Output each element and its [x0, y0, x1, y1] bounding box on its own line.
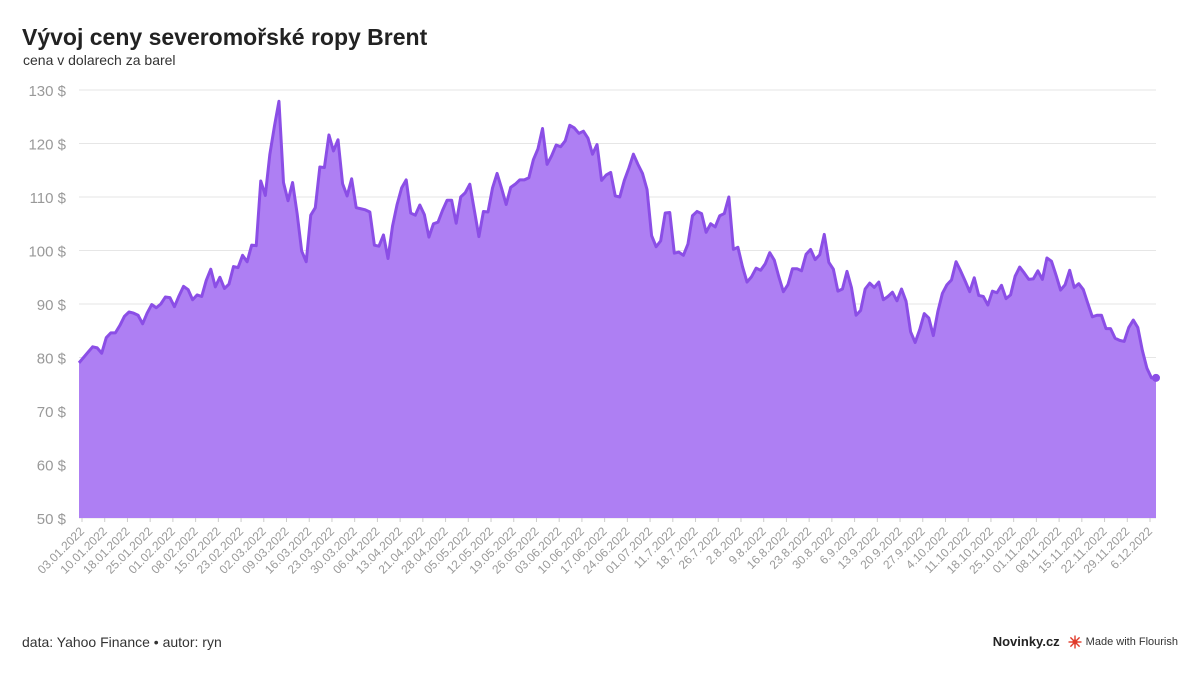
brand-name[interactable]: Novinky.cz: [992, 634, 1060, 649]
flourish-badge[interactable]: Made with Flourish: [1068, 635, 1178, 649]
y-tick-label: 90 $: [37, 297, 67, 314]
footer-source: data: Yahoo Finance • autor: ryn: [22, 634, 222, 650]
flourish-logo-icon: [1068, 635, 1082, 648]
y-tick-label: 100 $: [28, 244, 66, 261]
made-with-label: Made with Flourish: [1085, 635, 1178, 648]
y-axis-labels: 50 $ 60 $ 70 $ 80 $ 90 $ 100 $ 110 $ 120 $ 130 $: [28, 83, 66, 528]
y-tick-label: 130 $: [28, 83, 66, 100]
y-tick-label: 70 $: [37, 404, 67, 421]
y-tick-label: 110 $: [30, 190, 67, 207]
area-chart: 50 $ 60 $ 70 $ 80 $ 90 $ 100 $ 110 $ 120 $ 130 $…: [28, 83, 1160, 577]
chart-title: Vývoj ceny severomořské ropy Brent: [22, 24, 428, 50]
series-line: [77, 99, 1156, 380]
chart-subtitle: cena v dolarech za barel: [23, 52, 176, 68]
series-area-fill: [79, 101, 1156, 518]
y-tick-label: 120 $: [28, 137, 66, 154]
y-tick-label: 80 $: [37, 351, 67, 368]
footer-brand: Novinky.cz Made with Flourish: [993, 634, 1178, 649]
y-tick-label: 50 $: [37, 511, 67, 528]
last-data-point: [1152, 373, 1160, 382]
x-axis-labels: 03.01.202210.01.202218.01.202225.01.2022…: [35, 518, 1155, 577]
y-tick-label: 60 $: [37, 458, 67, 475]
